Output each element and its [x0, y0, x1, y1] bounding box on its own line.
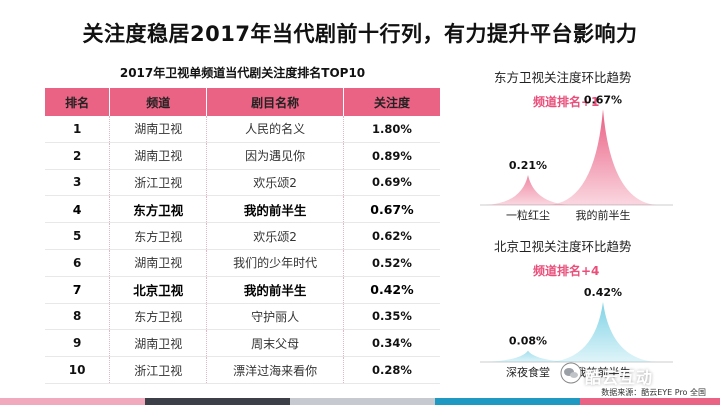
rank-cell: 6: [45, 249, 111, 277]
drama-cell: 我的前半生: [206, 276, 344, 304]
channel-cell: 北京卫视: [109, 276, 208, 304]
share-cell: 0.28%: [343, 356, 440, 384]
ranking-table: 排名 频道 剧目名称 关注度 1 湖南卫视 人民的名义 1.80% 2 湖南卫视 因为遇见你…: [45, 88, 440, 384]
category-label: 我的前半生: [576, 208, 631, 222]
channel-cell: 东方卫视: [109, 195, 208, 224]
table-row: 8 东方卫视 守护丽人 0.35%: [45, 303, 440, 331]
table-row: 2 湖南卫视 因为遇见你 0.89%: [45, 142, 440, 170]
rank-cell: 1: [45, 116, 111, 143]
rank-cell: 3: [45, 169, 111, 197]
table-row: 7 北京卫视 我的前半生 0.42%: [45, 276, 440, 304]
header-drama: 剧目名称: [206, 88, 344, 116]
peak-mark: [486, 175, 570, 205]
rank-cell: 10: [45, 356, 111, 384]
channel-cell: 湖南卫视: [109, 329, 208, 358]
rank-cell: 5: [45, 222, 111, 250]
drama-cell: 人民的名义: [206, 116, 344, 143]
rank-cell: 2: [45, 142, 111, 170]
channel-cell: 浙江卫视: [109, 356, 208, 384]
table-row: 6 湖南卫视 我们的少年时代 0.52%: [45, 249, 440, 277]
table-body: 1 湖南卫视 人民的名义 1.80% 2 湖南卫视 因为遇见你 0.89% 3 浙江卫视 欢乐颂2 0…: [45, 116, 440, 384]
peak-mark: [548, 302, 658, 362]
drama-cell: 守护丽人: [206, 303, 344, 331]
bottom-bar-segment: [580, 398, 720, 405]
channel-cell: 湖南卫视: [109, 142, 208, 170]
channel-cell: 浙江卫视: [109, 169, 208, 197]
value-label: 0.42%: [584, 286, 622, 299]
bottom-bar-segment: [145, 398, 290, 405]
category-label: 一粒红尘: [506, 208, 550, 222]
bottom-bar-segment: [0, 398, 145, 405]
brand-watermark: 酷云互动: [585, 368, 654, 387]
header-rank: 排名: [45, 88, 111, 116]
channel-cell: 湖南卫视: [109, 249, 208, 277]
table-row: 1 湖南卫视 人民的名义 1.80%: [45, 116, 440, 143]
rank-cell: 9: [45, 329, 111, 358]
table-row: 4 东方卫视 我的前半生 0.67%: [45, 195, 440, 224]
drama-cell: 欢乐颂2: [206, 222, 344, 250]
peak-mark: [548, 109, 658, 205]
table-title: 2017年卫视单频道当代剧关注度排名TOP10: [119, 66, 366, 80]
drama-cell: 漂洋过海来看你: [206, 356, 344, 384]
dragon-tv-trend-chart: 0.21% 一粒红尘 0.67% 我的前半生: [480, 93, 673, 222]
header-share: 关注度: [343, 88, 440, 116]
bottom-color-bar: [0, 398, 720, 405]
wechat-icon: [560, 362, 582, 384]
dragon-tv-rank-change: 频道排名+1: [533, 95, 600, 109]
share-cell: 0.62%: [343, 222, 440, 250]
value-label: 0.67%: [584, 93, 622, 106]
table-row: 10 浙江卫视 漂洋过海来看你 0.28%: [45, 356, 440, 384]
share-cell: 0.69%: [343, 169, 440, 197]
beijing-tv-trend-title: 北京卫视关注度环比趋势: [494, 239, 632, 254]
beijing-tv-rank-change: 频道排名+4: [533, 264, 600, 278]
channel-cell: 湖南卫视: [109, 116, 208, 143]
header-channel: 频道: [109, 88, 208, 116]
drama-cell: 因为遇见你: [206, 142, 344, 170]
rank-cell: 7: [45, 276, 111, 304]
peak-mark: [486, 350, 570, 362]
table-row: 5 东方卫视 欢乐颂2 0.62%: [45, 222, 440, 250]
share-cell: 0.42%: [343, 276, 440, 304]
share-cell: 0.67%: [343, 195, 440, 224]
drama-cell: 我的前半生: [206, 195, 344, 224]
table-row: 9 湖南卫视 周末父母 0.34%: [45, 329, 440, 358]
share-cell: 1.80%: [343, 116, 440, 143]
page-title: 关注度稳居2017年当代剧前十行列，有力提升平台影响力: [82, 22, 638, 46]
share-cell: 0.52%: [343, 249, 440, 277]
drama-cell: 我们的少年时代: [206, 249, 344, 277]
channel-cell: 东方卫视: [109, 222, 208, 250]
rank-cell: 8: [45, 303, 111, 331]
data-source: 数据来源：酷云EYE Pro 全国: [601, 388, 706, 397]
beijing-tv-trend-chart: 0.08% 深夜食堂 0.42% 我的前半生: [480, 286, 673, 379]
value-label: 0.21%: [509, 159, 547, 172]
share-cell: 0.34%: [343, 329, 440, 358]
category-label: 我的前半生: [576, 365, 631, 379]
share-cell: 0.89%: [343, 142, 440, 170]
category-label: 深夜食堂: [506, 365, 550, 379]
channel-cell: 东方卫视: [109, 303, 208, 331]
rank-cell: 4: [45, 195, 111, 224]
value-label: 0.08%: [509, 335, 547, 348]
bottom-bar-segment: [290, 398, 435, 405]
bottom-bar-segment: [435, 398, 580, 405]
table-header-row: 排名 频道 剧目名称 关注度: [45, 88, 440, 116]
share-cell: 0.35%: [343, 303, 440, 331]
dragon-tv-trend-title: 东方卫视关注度环比趋势: [494, 70, 632, 85]
table-row: 3 浙江卫视 欢乐颂2 0.69%: [45, 169, 440, 197]
drama-cell: 欢乐颂2: [206, 169, 344, 197]
drama-cell: 周末父母: [206, 329, 344, 358]
